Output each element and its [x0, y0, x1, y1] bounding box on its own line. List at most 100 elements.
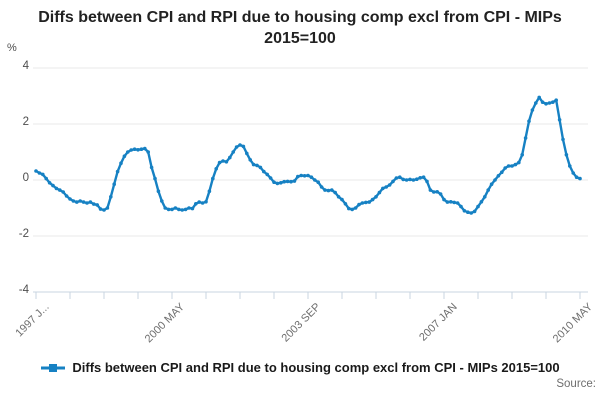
data-point[interactable]: [136, 148, 140, 152]
data-point[interactable]: [214, 167, 218, 171]
data-point[interactable]: [316, 180, 321, 184]
data-point[interactable]: [292, 179, 297, 183]
data-point[interactable]: [578, 176, 582, 181]
data-point[interactable]: [126, 150, 130, 154]
data-point[interactable]: [479, 200, 484, 204]
data-point[interactable]: [374, 195, 378, 199]
data-point[interactable]: [411, 178, 416, 182]
data-point[interactable]: [68, 197, 72, 201]
data-point[interactable]: [452, 200, 457, 205]
data-point[interactable]: [268, 176, 273, 180]
data-point[interactable]: [503, 166, 508, 170]
data-point[interactable]: [54, 186, 59, 191]
data-point[interactable]: [432, 190, 436, 194]
data-point[interactable]: [180, 208, 184, 212]
data-point[interactable]: [228, 155, 232, 160]
data-point[interactable]: [554, 98, 558, 102]
data-point[interactable]: [557, 118, 562, 122]
data-point[interactable]: [353, 206, 358, 210]
data-point[interactable]: [75, 200, 79, 204]
data-point[interactable]: [234, 145, 239, 149]
data-point[interactable]: [166, 207, 171, 212]
data-point[interactable]: [160, 199, 164, 203]
series-points[interactable]: [34, 95, 582, 215]
data-point[interactable]: [404, 178, 409, 182]
data-point[interactable]: [289, 179, 293, 184]
data-point[interactable]: [530, 108, 535, 112]
data-point[interactable]: [513, 162, 518, 167]
data-point[interactable]: [44, 176, 48, 181]
data-point[interactable]: [92, 202, 96, 206]
data-point[interactable]: [435, 190, 440, 194]
data-point[interactable]: [221, 159, 225, 163]
data-point[interactable]: [415, 177, 419, 181]
data-point[interactable]: [98, 207, 103, 211]
data-point[interactable]: [398, 175, 402, 179]
data-point[interactable]: [272, 180, 276, 184]
data-point[interactable]: [394, 176, 399, 180]
data-point[interactable]: [204, 200, 208, 204]
data-point[interactable]: [506, 164, 511, 168]
data-point[interactable]: [129, 148, 133, 152]
data-point[interactable]: [347, 206, 351, 211]
data-point[interactable]: [81, 200, 86, 204]
data-point[interactable]: [302, 174, 307, 178]
data-point[interactable]: [187, 206, 191, 210]
data-point[interactable]: [574, 175, 579, 179]
data-point[interactable]: [170, 207, 174, 212]
data-point[interactable]: [377, 190, 382, 195]
data-point[interactable]: [132, 147, 137, 151]
data-point[interactable]: [510, 164, 514, 168]
data-point[interactable]: [319, 185, 324, 189]
data-point[interactable]: [540, 100, 545, 104]
data-point[interactable]: [551, 100, 555, 104]
data-point[interactable]: [224, 160, 229, 164]
data-point[interactable]: [299, 173, 304, 178]
data-point[interactable]: [421, 175, 426, 179]
data-point[interactable]: [115, 169, 120, 174]
series-line[interactable]: [34, 96, 582, 215]
data-point[interactable]: [472, 209, 477, 214]
data-point[interactable]: [313, 178, 317, 182]
data-point[interactable]: [262, 169, 266, 174]
data-point[interactable]: [486, 188, 491, 192]
data-point[interactable]: [78, 199, 82, 203]
data-point[interactable]: [146, 150, 150, 154]
data-point[interactable]: [217, 160, 222, 165]
data-point[interactable]: [309, 175, 314, 179]
data-point[interactable]: [37, 171, 42, 175]
data-point[interactable]: [258, 165, 263, 170]
data-point[interactable]: [47, 181, 52, 185]
data-point[interactable]: [190, 206, 195, 211]
data-point[interactable]: [483, 195, 487, 199]
data-point[interactable]: [323, 188, 327, 192]
data-point[interactable]: [384, 185, 389, 189]
data-point[interactable]: [255, 163, 259, 168]
data-point[interactable]: [547, 101, 552, 105]
data-point[interactable]: [245, 151, 249, 156]
data-point[interactable]: [561, 137, 565, 142]
data-point[interactable]: [537, 95, 541, 100]
data-point[interactable]: [279, 181, 283, 185]
data-point[interactable]: [523, 136, 528, 140]
data-point[interactable]: [459, 204, 463, 209]
data-point[interactable]: [370, 197, 375, 202]
data-point[interactable]: [241, 144, 246, 149]
data-point[interactable]: [340, 197, 344, 202]
data-point[interactable]: [520, 153, 524, 157]
data-point[interactable]: [381, 186, 385, 191]
data-point[interactable]: [462, 209, 467, 213]
data-point[interactable]: [275, 181, 280, 186]
data-point[interactable]: [418, 176, 423, 180]
data-point[interactable]: [88, 200, 93, 204]
data-point[interactable]: [149, 165, 154, 170]
data-point[interactable]: [496, 174, 501, 178]
data-point[interactable]: [58, 188, 62, 192]
data-point[interactable]: [163, 206, 167, 210]
data-point[interactable]: [282, 179, 287, 184]
data-point[interactable]: [173, 206, 178, 210]
data-point[interactable]: [489, 182, 494, 186]
data-point[interactable]: [122, 154, 127, 158]
data-point[interactable]: [153, 176, 157, 181]
data-point[interactable]: [364, 200, 368, 205]
